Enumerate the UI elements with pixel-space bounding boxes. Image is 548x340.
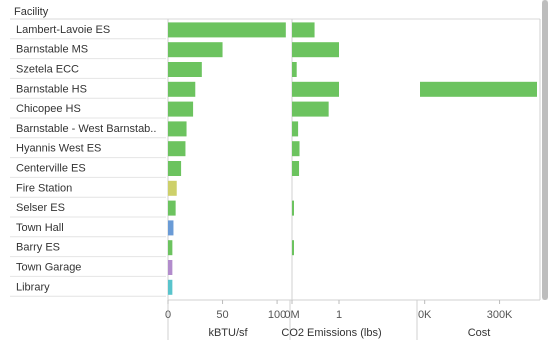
bar[interactable] xyxy=(168,279,173,295)
facility-label: Barnstable - West Barnstab.. xyxy=(16,123,156,135)
bar[interactable] xyxy=(292,121,299,137)
facility-label: Town Garage xyxy=(16,262,81,274)
facility-label: Barnstable MS xyxy=(16,44,88,56)
vertical-scrollbar[interactable] xyxy=(542,0,548,300)
bar[interactable] xyxy=(168,42,223,58)
bar[interactable] xyxy=(168,121,187,137)
tick-label: 300K xyxy=(487,309,513,321)
tick-label: 0 xyxy=(165,309,171,321)
facility-label: Library xyxy=(16,281,50,293)
tick-label: 0K xyxy=(418,309,432,321)
bar[interactable] xyxy=(292,22,315,38)
tick-label: 1 xyxy=(336,309,342,321)
facility-label: Lambert-Lavoie ES xyxy=(16,24,110,36)
bar[interactable] xyxy=(292,141,300,157)
bar[interactable] xyxy=(168,81,196,97)
bar[interactable] xyxy=(292,81,339,97)
bar[interactable] xyxy=(292,62,297,77)
bar[interactable] xyxy=(168,260,173,275)
facility-label: Barry ES xyxy=(16,242,60,254)
axis-title: CO2 Emissions (lbs) xyxy=(281,327,381,339)
scrollbar-thumb[interactable] xyxy=(542,0,548,300)
facility-label: Town Hall xyxy=(16,222,64,234)
facility-label: Chicopee HS xyxy=(16,103,81,115)
bar[interactable] xyxy=(168,101,194,117)
tick-label: 0M xyxy=(284,309,299,321)
tick-label: 100 xyxy=(268,309,286,321)
facility-label: Barnstable HS xyxy=(16,83,87,95)
bar[interactable] xyxy=(292,42,339,58)
bar[interactable] xyxy=(168,200,176,216)
bar[interactable] xyxy=(292,161,300,176)
facility-label: Hyannis West ES xyxy=(16,143,101,155)
bar[interactable] xyxy=(168,180,177,196)
bar[interactable] xyxy=(292,200,294,216)
facility-label: Szetela ECC xyxy=(16,64,79,76)
facility-label: Centerville ES xyxy=(16,163,86,175)
facility-label: Fire Station xyxy=(16,182,72,194)
tick-label: 50 xyxy=(216,309,228,321)
bar[interactable] xyxy=(168,62,202,77)
bar[interactable] xyxy=(168,240,173,256)
bar[interactable] xyxy=(292,101,329,117)
axis-title: kBTU/sf xyxy=(208,327,248,339)
bar[interactable] xyxy=(420,81,537,97)
bar[interactable] xyxy=(168,22,286,38)
axis-title: Cost xyxy=(468,327,491,339)
bar[interactable] xyxy=(168,220,174,236)
facility-label: Selser ES xyxy=(16,202,65,214)
bar[interactable] xyxy=(292,240,294,256)
bar[interactable] xyxy=(168,141,186,157)
facility-column-header: Facility xyxy=(14,6,49,18)
bar[interactable] xyxy=(168,161,182,176)
